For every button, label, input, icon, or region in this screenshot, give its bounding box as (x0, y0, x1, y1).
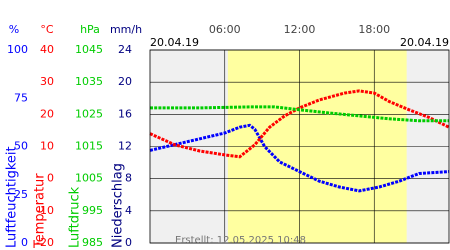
axis-title: Luftfeuchtigkeit (5, 146, 20, 248)
y-tick-label: -20 (36, 236, 54, 249)
y-tick-label: 12 (118, 140, 132, 153)
x-tick-label: 12:00 (284, 23, 316, 36)
series-line (149, 89, 450, 159)
y-tick-label: 24 (118, 43, 132, 56)
y-tick-label: 985 (82, 236, 103, 249)
axis-title: Temperatur (33, 173, 48, 249)
y-tick-label: 75 (14, 91, 28, 104)
y-tick-label: 20 (40, 107, 54, 120)
y-tick-label: 40 (40, 43, 54, 56)
y-tick-label: 0 (47, 172, 54, 185)
axis-title: Luftdruck (68, 186, 83, 248)
start-date: 20.04.19 (150, 36, 199, 49)
series-line (150, 105, 449, 123)
y-tick-label: 20 (118, 75, 132, 88)
axis-unit: mm/h (110, 23, 142, 36)
axis-title: Niederschlag (111, 163, 126, 248)
x-tick-label: 06:00 (209, 23, 241, 36)
y-tick-label: 8 (125, 172, 132, 185)
axis-unit: hPa (80, 23, 100, 36)
y-tick-label: 4 (125, 204, 132, 217)
x-tick-label: 18:00 (358, 23, 390, 36)
y-tick-label: 100 (7, 43, 28, 56)
y-tick-label: 0 (21, 236, 28, 249)
y-tick-label: 1025 (75, 107, 103, 120)
y-tick-label: -10 (36, 204, 54, 217)
y-tick-label: 1015 (75, 140, 103, 153)
axis-unit: % (9, 23, 19, 36)
y-tick-label: 10 (40, 140, 54, 153)
axis-unit: °C (40, 23, 54, 36)
y-tick-label: 1005 (75, 172, 103, 185)
y-tick-label: 1045 (75, 43, 103, 56)
plot-border (149, 49, 450, 244)
y-tick-label: 0 (125, 236, 132, 249)
y-tick-label: 30 (40, 75, 54, 88)
y-tick-label: 16 (118, 107, 132, 120)
series-line (149, 123, 450, 193)
end-date: 20.04.19 (400, 36, 449, 49)
y-tick-label: 1035 (75, 75, 103, 88)
y-tick-label: 995 (82, 204, 103, 217)
y-tick-label: 50 (14, 140, 28, 153)
y-tick-label: 25 (14, 188, 28, 201)
footer: Erstellt: 12.05.2025 10:48 (175, 235, 306, 246)
